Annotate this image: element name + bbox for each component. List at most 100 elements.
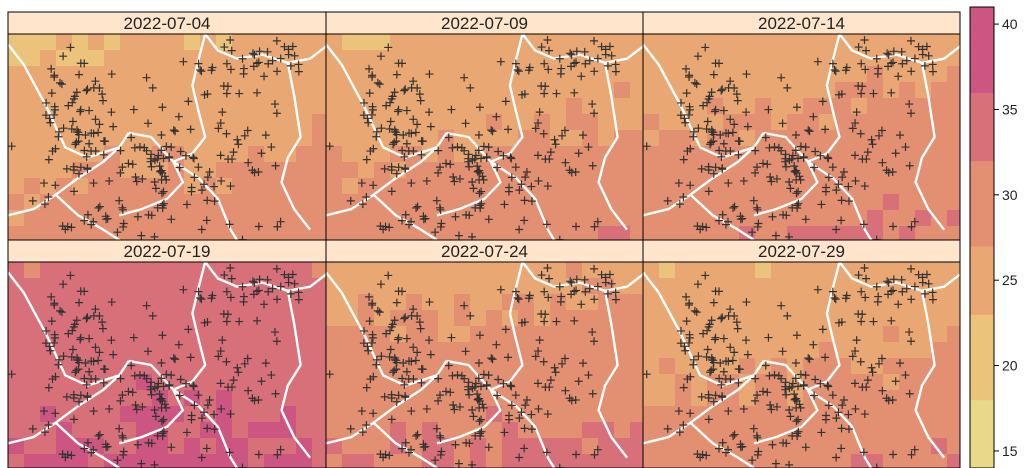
station-marker (474, 131, 483, 140)
raster-cell (8, 146, 25, 163)
station-marker (801, 371, 810, 380)
raster-cell (630, 406, 643, 423)
raster-cell (296, 194, 313, 211)
station-marker (98, 318, 107, 327)
station-marker (759, 387, 768, 396)
raster-cell (534, 454, 551, 468)
station-marker (89, 217, 98, 226)
raster-cell (24, 454, 41, 468)
station-marker (869, 317, 878, 326)
station-marker (197, 414, 206, 423)
raster-cell (406, 162, 423, 179)
station-marker (28, 424, 37, 433)
station-marker (137, 459, 146, 468)
raster-cell (72, 114, 89, 131)
raster-cell (723, 278, 740, 295)
raster-cell (771, 210, 788, 227)
station-marker (244, 386, 253, 395)
raster-cell (296, 178, 313, 195)
station-marker (226, 35, 235, 44)
raster-cell (232, 98, 249, 115)
station-marker (572, 222, 581, 231)
station-marker (273, 295, 282, 304)
raster-cell (739, 278, 756, 295)
raster-cell (550, 310, 567, 327)
station-marker (243, 126, 252, 135)
raster-cell (120, 342, 137, 359)
raster-cell (518, 50, 535, 67)
station-marker (144, 347, 153, 356)
station-marker (902, 56, 911, 65)
raster-cell (518, 326, 535, 343)
raster-cell (470, 34, 487, 51)
station-marker (823, 381, 832, 390)
raster-cell (120, 262, 137, 279)
raster-cell (168, 34, 185, 51)
raster-cell (915, 114, 932, 131)
raster-cell (867, 98, 884, 115)
raster-cell (566, 178, 583, 195)
raster-cell (312, 82, 326, 99)
raster-cell (675, 390, 692, 407)
station-marker (550, 135, 559, 144)
station-marker (128, 160, 137, 169)
station-marker (507, 154, 516, 163)
raster-cell (342, 438, 359, 455)
raster-cell (835, 326, 852, 343)
station-marker (116, 374, 125, 383)
station-marker (377, 124, 386, 133)
station-marker (545, 155, 554, 164)
station-marker (517, 90, 526, 99)
station-marker (107, 298, 116, 307)
raster-cell (40, 278, 57, 295)
station-marker (150, 406, 159, 415)
raster-cell (899, 162, 916, 179)
raster-cell (342, 210, 359, 227)
station-marker (156, 167, 165, 176)
station-marker (165, 152, 174, 161)
station-marker (131, 173, 140, 182)
raster-cell (24, 326, 41, 343)
raster-cell (326, 194, 343, 211)
station-marker (461, 119, 470, 128)
raster-cell (582, 146, 599, 163)
raster-cell (675, 226, 692, 240)
station-marker (162, 370, 171, 379)
raster-cell (582, 194, 599, 211)
station-marker (87, 357, 96, 366)
station-marker (67, 223, 76, 232)
station-marker (116, 146, 125, 155)
station-marker (240, 359, 249, 368)
station-marker (147, 150, 156, 159)
raster-cell (755, 326, 772, 343)
raster-cell (899, 294, 916, 311)
station-marker (693, 52, 702, 61)
station-marker (200, 318, 209, 327)
station-marker (475, 417, 484, 426)
raster-cell (326, 454, 343, 468)
station-marker (511, 163, 520, 172)
raster-cell (104, 98, 121, 115)
raster-cell (518, 342, 535, 359)
raster-cell (24, 66, 41, 83)
station-marker (189, 153, 198, 162)
raster-cell (518, 454, 535, 468)
station-marker (272, 264, 281, 273)
raster-cell (342, 162, 359, 179)
raster-cell (851, 130, 868, 147)
station-marker (716, 130, 725, 139)
station-marker (216, 379, 225, 388)
raster-cell (296, 34, 313, 51)
station-marker (434, 374, 443, 383)
station-marker (76, 333, 85, 342)
station-marker (572, 58, 581, 67)
station-marker (171, 127, 180, 136)
raster-cell (899, 98, 916, 115)
station-marker (907, 36, 916, 45)
station-marker (748, 228, 757, 237)
raster-cell (216, 98, 233, 115)
raster-cell (56, 454, 73, 468)
raster-cell (358, 66, 375, 83)
raster-cell (232, 146, 249, 163)
station-marker (884, 396, 893, 405)
